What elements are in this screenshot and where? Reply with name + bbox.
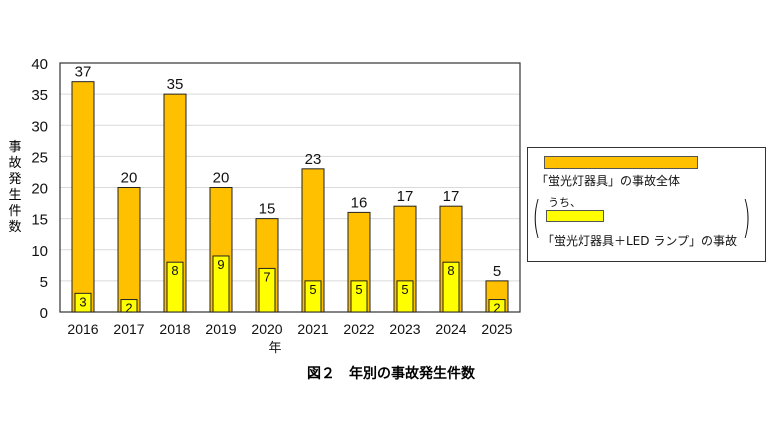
y-tick-label: 30	[31, 118, 48, 135]
bar-led	[304, 280, 322, 313]
data-label-total: 20	[121, 170, 138, 187]
data-label-total: 17	[397, 188, 414, 205]
x-tick-label: 2022	[343, 321, 374, 337]
data-label-led: 5	[309, 282, 316, 297]
data-label-led: 7	[263, 269, 270, 284]
legend-swatch-total	[544, 156, 698, 169]
data-label-total: 16	[351, 194, 368, 211]
data-label-led: 9	[217, 257, 224, 272]
x-axis-label: 年	[268, 341, 281, 356]
x-tick-label: 2023	[389, 321, 420, 337]
data-label-led: 5	[401, 282, 408, 297]
legend-swatch-led	[546, 210, 604, 222]
data-label-led: 2	[493, 301, 500, 316]
data-label-total: 5	[493, 263, 501, 280]
chart-title: 図２ 年別の事故発生件数	[307, 366, 475, 382]
y-tick-label: 10	[31, 243, 48, 260]
bar-led	[488, 299, 506, 313]
legend-label-total: 「蛍光灯器具」の事故全体	[536, 174, 681, 188]
x-tick-label: 2019	[205, 321, 236, 337]
bar-led	[166, 261, 184, 313]
bar-led	[74, 292, 92, 313]
x-tick-label: 2024	[435, 321, 466, 337]
bar-led	[258, 267, 276, 313]
bar-led	[212, 255, 230, 313]
bar-led	[396, 280, 414, 313]
bar-led	[120, 299, 138, 313]
legend: 「蛍光灯器具」の事故全体 ( うち、 「蛍光灯器具＋LED ランプ」の事故 )	[527, 147, 766, 262]
plot-area	[59, 62, 521, 313]
y-axis-label: 事故発生件数	[8, 140, 22, 235]
data-label-led: 8	[447, 263, 454, 278]
data-label-led: 8	[171, 263, 178, 278]
data-label-total: 20	[213, 170, 230, 187]
legend-note: うち、	[548, 196, 581, 209]
y-tick-label: 40	[31, 56, 48, 73]
x-tick-label: 2020	[251, 321, 282, 337]
y-tick-label: 5	[40, 274, 48, 291]
bar-led	[350, 280, 368, 313]
data-label-led: 2	[125, 301, 132, 316]
y-tick-label: 0	[40, 305, 48, 322]
y-tick-label: 15	[31, 212, 48, 229]
y-tick-label: 25	[31, 149, 48, 166]
x-tick-label: 2016	[67, 321, 98, 337]
legend-label-led: 「蛍光灯器具＋LED ランプ」の事故	[542, 234, 737, 248]
y-tick-label: 20	[31, 181, 48, 198]
x-tick-label: 2018	[159, 321, 190, 337]
x-tick-label: 2017	[113, 321, 144, 337]
right-paren: )	[742, 192, 751, 243]
data-label-total: 17	[443, 188, 460, 205]
data-label-total: 23	[305, 151, 322, 168]
bar-total	[71, 81, 95, 313]
x-tick-label: 2025	[481, 321, 512, 337]
y-tick-label: 35	[31, 87, 48, 104]
bar-total	[117, 187, 141, 313]
left-paren: (	[532, 192, 541, 243]
data-label-total: 35	[167, 76, 184, 93]
data-label-total: 37	[75, 64, 92, 81]
data-label-total: 15	[259, 201, 276, 218]
x-tick-label: 2021	[297, 321, 328, 337]
data-label-led: 3	[79, 294, 86, 309]
data-label-led: 5	[355, 282, 362, 297]
bar-led	[442, 261, 460, 313]
